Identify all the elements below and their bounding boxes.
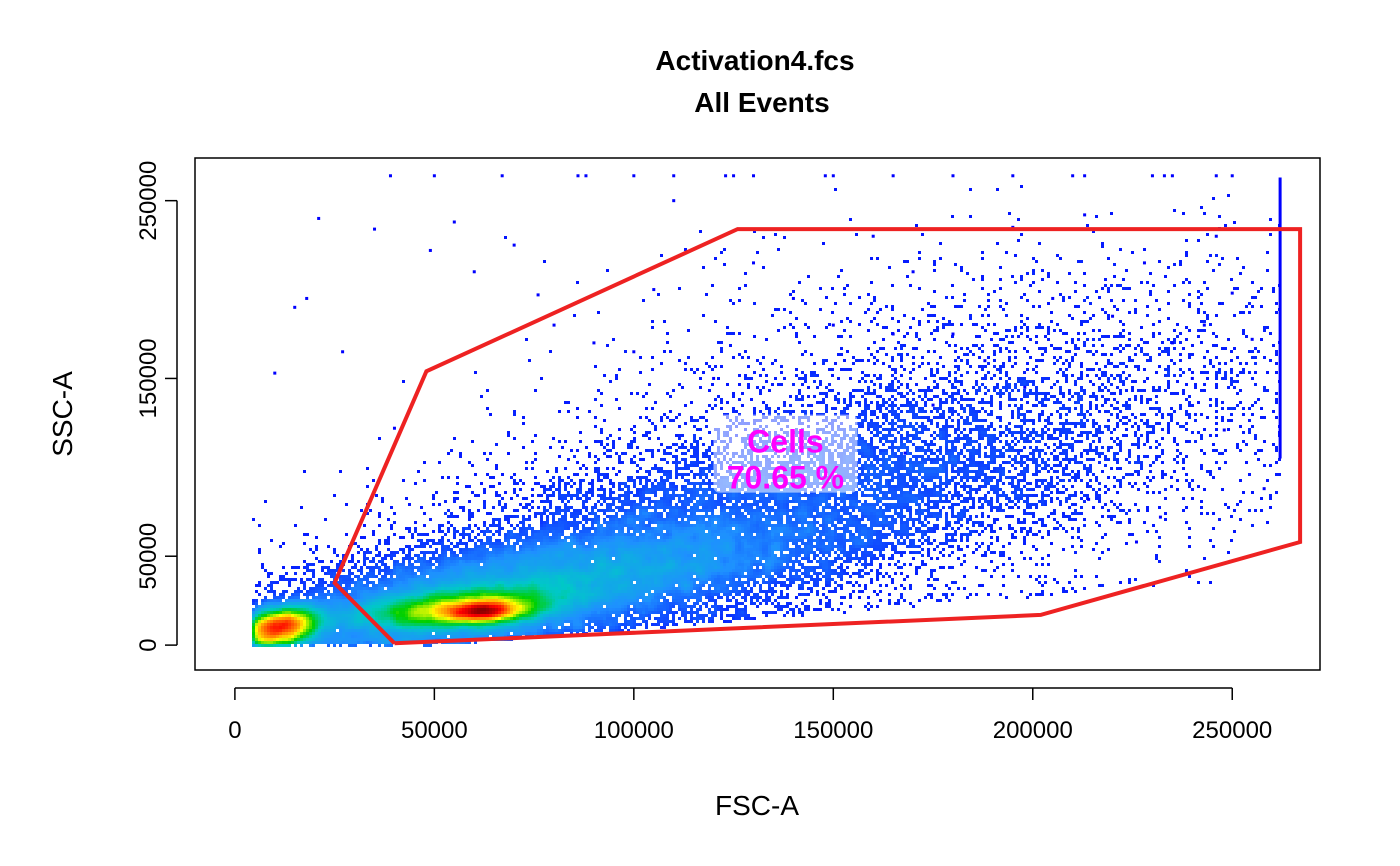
event-point <box>392 426 396 430</box>
event-point <box>632 174 636 178</box>
y-tick-label: 0 <box>135 638 162 651</box>
event-point <box>536 293 540 297</box>
event-point <box>1134 540 1138 544</box>
gate-layer <box>332 227 1303 646</box>
event-point <box>1023 385 1027 389</box>
x-axis: 0 50000 100000 150000 200000 250000 <box>228 687 1272 744</box>
event-point <box>1190 376 1194 380</box>
event-point <box>903 451 907 455</box>
event-point <box>452 220 456 224</box>
gate-label-backdrop <box>713 414 858 493</box>
x-tick-label: 250000 <box>1192 717 1272 744</box>
event-point <box>576 174 580 178</box>
event-point <box>1083 213 1087 217</box>
event-point <box>752 261 756 265</box>
sparse-events-layer <box>273 174 1282 544</box>
event-point <box>1222 428 1226 432</box>
event-point <box>831 174 835 178</box>
event-point <box>632 350 636 354</box>
event-point <box>1158 515 1162 519</box>
event-point <box>428 248 432 252</box>
x-tick-label: 200000 <box>993 717 1073 744</box>
event-point <box>1202 323 1206 327</box>
gate-percent-label: 70.65 % <box>727 460 844 496</box>
event-point <box>1230 174 1234 178</box>
event-point <box>871 234 875 238</box>
event-point <box>293 305 297 309</box>
event-point <box>1250 337 1254 341</box>
event-point <box>1071 174 1075 178</box>
event-point <box>1230 291 1234 295</box>
event-point <box>1170 174 1174 178</box>
event-point <box>1214 234 1218 238</box>
event-point <box>1011 174 1015 178</box>
event-point <box>752 174 756 178</box>
event-point <box>273 371 277 375</box>
event-point <box>951 332 955 336</box>
event-point <box>791 296 795 300</box>
event-point <box>552 323 556 327</box>
event-point <box>1142 261 1146 265</box>
event-point <box>1162 174 1166 178</box>
event-point <box>500 174 504 178</box>
event-point <box>1083 174 1087 178</box>
chart-subtitle: All Events <box>694 87 829 118</box>
event-point <box>341 350 345 354</box>
event-point <box>305 296 309 300</box>
event-point <box>373 227 377 231</box>
event-point <box>652 288 656 292</box>
event-point <box>823 174 827 178</box>
event-point <box>732 174 736 178</box>
x-tick-label: 150000 <box>793 717 873 744</box>
x-tick-label: 50000 <box>401 717 468 744</box>
event-point <box>512 243 516 247</box>
event-point <box>911 270 915 274</box>
event-point <box>1170 341 1174 345</box>
x-tick-label: 100000 <box>594 717 674 744</box>
y-axis-label: SSC-A <box>47 371 78 457</box>
event-point <box>724 174 728 178</box>
y-tick-label: 50000 <box>135 523 162 590</box>
event-point <box>983 359 987 363</box>
y-tick-label: 150000 <box>135 338 162 418</box>
event-point <box>1150 174 1154 178</box>
event-point <box>951 174 955 178</box>
event-point <box>831 323 835 327</box>
x-tick-label: 0 <box>228 717 241 744</box>
gate-polygon[interactable] <box>332 227 1303 646</box>
gate-name-label: Cells <box>747 424 823 460</box>
event-point <box>712 376 716 380</box>
event-point <box>592 341 596 345</box>
event-point <box>1262 487 1266 491</box>
x-axis-label: FSC-A <box>715 790 799 821</box>
event-point <box>472 270 476 274</box>
y-axis: 0 50000 150000 250000 <box>135 161 178 652</box>
plot-frame <box>194 157 1321 671</box>
chart-title: Activation4.fcs <box>655 45 854 76</box>
y-tick-label: 250000 <box>135 161 162 241</box>
event-point <box>1087 497 1091 501</box>
event-point <box>891 332 895 336</box>
event-point <box>432 174 436 178</box>
event-point <box>388 174 392 178</box>
event-point <box>672 199 676 203</box>
event-point <box>891 174 895 178</box>
event-point <box>1051 296 1055 300</box>
event-point <box>1214 174 1218 178</box>
event-point <box>931 403 935 407</box>
event-point <box>317 216 321 220</box>
event-density-layer <box>252 185 1281 647</box>
event-point <box>1111 314 1115 318</box>
event-point <box>672 174 676 178</box>
event-point <box>584 174 588 178</box>
